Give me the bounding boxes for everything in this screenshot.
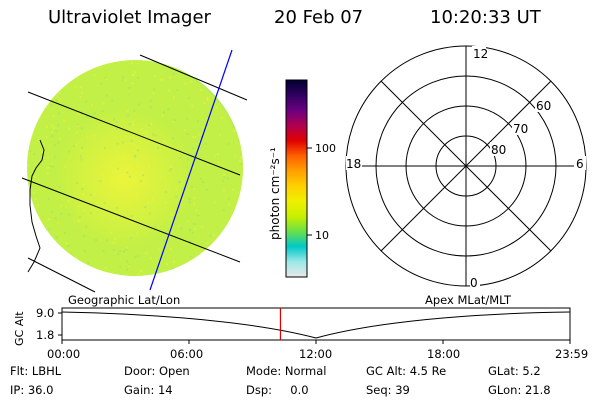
timeline-left-label: Geographic Lat/Lon bbox=[68, 293, 180, 307]
instrument-title: Ultraviolet Imager bbox=[48, 7, 211, 28]
dsp-readout: Dsp: 0.0 bbox=[246, 383, 309, 397]
timeline-right-label: Apex MLat/MLT bbox=[425, 293, 512, 307]
lat-label-bg-80 bbox=[490, 142, 508, 156]
gain-readout: Gain: 14 bbox=[124, 383, 173, 397]
glat-readout: GLat: 5.2 bbox=[488, 364, 541, 378]
ip-readout: IP: 36.0 bbox=[10, 383, 54, 397]
lat-label-bg-60 bbox=[535, 98, 553, 112]
polar-plot bbox=[345, 45, 587, 287]
lat-label-bg-70 bbox=[512, 121, 530, 135]
coastline bbox=[27, 139, 45, 273]
polar-label-bg-left bbox=[346, 156, 362, 170]
mode-readout: Mode: Normal bbox=[246, 364, 327, 378]
colorbar-tick-label-10: 10 bbox=[315, 229, 329, 242]
ytick-label-1-8: 1.8 bbox=[36, 328, 54, 342]
lat-label-70: 70 bbox=[513, 122, 528, 136]
seq-readout: Seq: 39 bbox=[366, 383, 410, 397]
mlt-label-6: 6 bbox=[576, 157, 584, 171]
glon-readout: GLon: 21.8 bbox=[488, 383, 551, 397]
colorbar-unit-label: photon cm⁻²s⁻¹ bbox=[268, 147, 282, 240]
timeline-axis-label: GC Alt bbox=[13, 311, 26, 346]
ytick-label-9: 9.0 bbox=[36, 306, 54, 320]
mlt-label-12: 12 bbox=[473, 47, 488, 61]
xtick-label-0600: 06:00 bbox=[170, 347, 203, 361]
geographic-grid bbox=[21, 54, 248, 293]
mlt-label-0: 0 bbox=[470, 276, 478, 290]
door-readout: Door: Open bbox=[124, 364, 190, 378]
xtick-label-1200: 12:00 bbox=[299, 347, 332, 361]
polar-label-bg-right bbox=[574, 156, 586, 170]
gc-altitude-curve bbox=[61, 311, 571, 339]
uv-image-panel bbox=[21, 49, 248, 293]
date-label: 20 Feb 07 bbox=[274, 7, 364, 28]
xtick-label-2359: 23:59 bbox=[555, 347, 588, 361]
colorbar: 100 10 photon cm⁻²s⁻¹ bbox=[268, 79, 336, 278]
polar-label-bg-top bbox=[472, 46, 486, 60]
polar-diagonal-2 bbox=[380, 80, 552, 252]
filter-readout: Flt: LBHL bbox=[10, 364, 62, 378]
time-label: 10:20:33 UT bbox=[430, 7, 541, 28]
timeline-xticks bbox=[61, 340, 571, 344]
xtick-label-0000: 00:00 bbox=[47, 347, 80, 361]
xtick-label-1800: 18:00 bbox=[427, 347, 460, 361]
polar-label-bg-bottom bbox=[470, 276, 480, 288]
lat-label-80: 80 bbox=[491, 143, 506, 157]
altitude-timeline: Geographic Lat/Lon Apex MLat/MLT 9.0 1.8… bbox=[13, 293, 588, 361]
lat-label-60: 60 bbox=[536, 99, 551, 113]
gc-alt-readout: GC Alt: 4.5 Re bbox=[366, 364, 447, 378]
colorbar-scale bbox=[285, 79, 308, 278]
meridian-line bbox=[149, 49, 233, 291]
mlt-label-18: 18 bbox=[346, 157, 361, 171]
colorbar-tick-label-100: 100 bbox=[315, 142, 336, 155]
timeline-frame bbox=[61, 307, 571, 341]
